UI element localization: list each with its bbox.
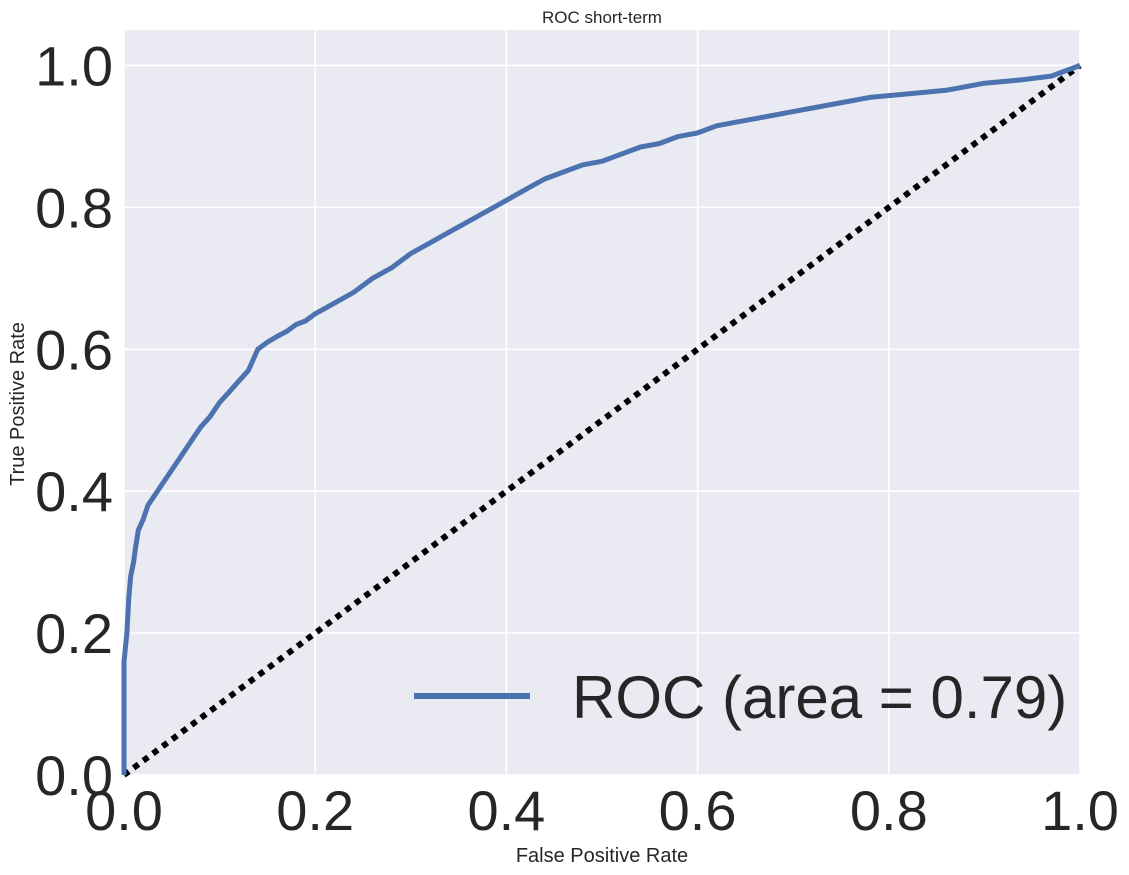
y-tick-label: 0.8 — [35, 176, 113, 239]
x-tick-label: 0.4 — [467, 779, 545, 842]
series-layer — [121, 63, 1082, 778]
x-axis-label: False Positive Rate — [516, 845, 688, 867]
y-axis-label: True Positive Rate — [7, 322, 29, 486]
x-tick-label: 0.6 — [659, 779, 737, 842]
x-tick-label: 1.0 — [1041, 779, 1119, 842]
x-tick-label: 0.2 — [276, 779, 354, 842]
legend: ROC (area = 0.79) — [414, 664, 1067, 731]
y-tick-label: 0.0 — [35, 744, 113, 807]
y-tick-label: 0.6 — [35, 318, 113, 381]
y-tick-label: 0.2 — [35, 602, 113, 665]
y-tick-label: 0.4 — [35, 460, 113, 523]
tick-labels: 0.0 0.2 0.4 0.6 0.8 1.0 0.0 0.2 0.4 0.6 0.8 1.0 — [35, 34, 1119, 842]
grid — [123, 30, 1081, 776]
legend-label: ROC (area = 0.79) — [572, 664, 1067, 731]
plot-background — [124, 30, 1080, 775]
roc-curve — [121, 63, 1081, 775]
y-tick-label: 1.0 — [35, 34, 113, 97]
x-tick-label: 0.0 — [85, 779, 163, 842]
chart-title: ROC short-term — [542, 8, 662, 27]
x-tick-label: 0.8 — [850, 779, 928, 842]
